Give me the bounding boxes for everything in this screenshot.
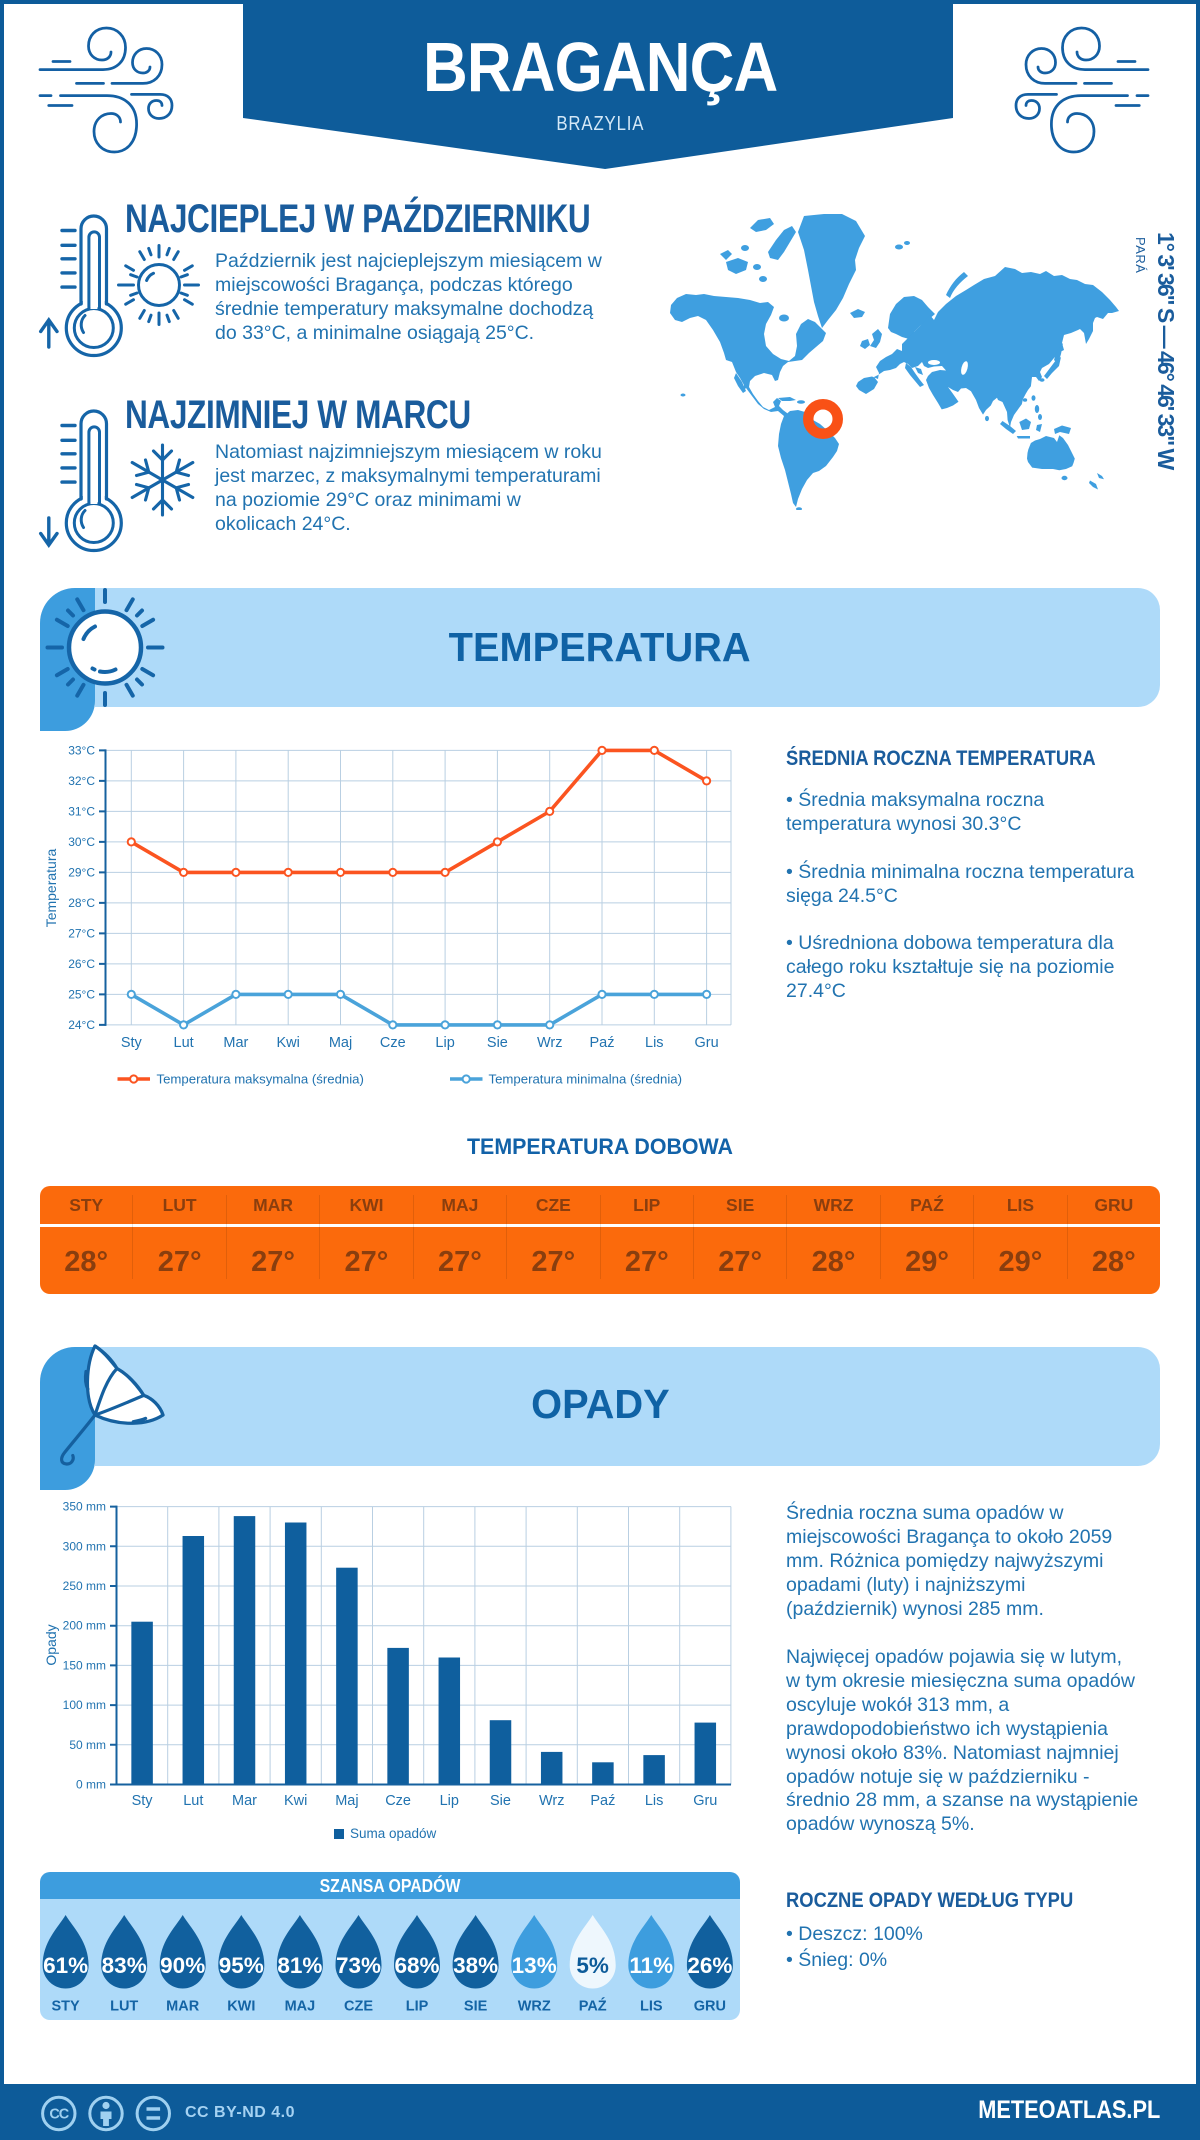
svg-text:Kwi: Kwi: [277, 1035, 300, 1051]
svg-text:Sty: Sty: [121, 1035, 143, 1051]
svg-text:PAŹ: PAŹ: [579, 1998, 607, 2015]
svg-text:30°C: 30°C: [68, 835, 95, 849]
svg-text:11%: 11%: [629, 1953, 673, 1978]
svg-text:LUT: LUT: [110, 1999, 138, 2015]
svg-text:Opady: Opady: [43, 1624, 59, 1665]
svg-text:25°C: 25°C: [68, 987, 95, 1001]
svg-text:Maj: Maj: [335, 1793, 358, 1809]
svg-text:83%: 83%: [102, 1953, 147, 1978]
svg-text:150 mm: 150 mm: [63, 1658, 106, 1672]
svg-text:Lip: Lip: [435, 1035, 454, 1051]
svg-text:5%: 5%: [576, 1953, 609, 1978]
svg-text:STY: STY: [51, 1999, 80, 2015]
svg-text:27°C: 27°C: [68, 926, 95, 940]
svg-text:MAR: MAR: [166, 1999, 200, 2015]
svg-text:Gru: Gru: [695, 1035, 719, 1051]
svg-text:200 mm: 200 mm: [63, 1619, 106, 1633]
svg-text:GRU: GRU: [694, 1999, 726, 2015]
svg-text:CZE: CZE: [344, 1999, 373, 2015]
svg-text:68%: 68%: [394, 1953, 439, 1978]
svg-text:Paź: Paź: [590, 1793, 615, 1809]
svg-text:Wrz: Wrz: [537, 1035, 563, 1051]
svg-text:32°C: 32°C: [68, 774, 95, 788]
svg-text:73%: 73%: [336, 1953, 381, 1978]
svg-text:13%: 13%: [512, 1953, 557, 1978]
svg-text:31°C: 31°C: [68, 804, 95, 818]
svg-text:Suma opadów: Suma opadów: [350, 1826, 437, 1841]
svg-text:Maj: Maj: [329, 1035, 352, 1051]
svg-text:Sie: Sie: [490, 1793, 511, 1809]
svg-text:50 mm: 50 mm: [69, 1738, 106, 1752]
svg-text:Wrz: Wrz: [539, 1793, 565, 1809]
svg-text:Lut: Lut: [174, 1035, 194, 1051]
svg-text:Lip: Lip: [440, 1793, 459, 1809]
svg-text:Mar: Mar: [223, 1035, 248, 1051]
svg-text:Temperatura maksymalna (średni: Temperatura maksymalna (średnia): [157, 1072, 364, 1087]
svg-text:Paź: Paź: [590, 1035, 615, 1051]
svg-text:Sty: Sty: [132, 1793, 154, 1809]
svg-text:300 mm: 300 mm: [63, 1539, 106, 1553]
svg-text:250 mm: 250 mm: [63, 1579, 106, 1593]
svg-text:29°C: 29°C: [68, 865, 95, 879]
svg-text:Gru: Gru: [693, 1793, 717, 1809]
svg-text:24°C: 24°C: [68, 1018, 95, 1032]
svg-text:LIP: LIP: [406, 1999, 429, 2015]
svg-text:Lis: Lis: [645, 1793, 664, 1809]
svg-text:26°C: 26°C: [68, 957, 95, 971]
svg-text:Lis: Lis: [645, 1035, 664, 1051]
svg-text:350 mm: 350 mm: [63, 1500, 106, 1514]
svg-text:90%: 90%: [160, 1953, 205, 1978]
svg-text:LIS: LIS: [640, 1999, 663, 2015]
svg-text:100 mm: 100 mm: [63, 1698, 106, 1712]
svg-text:81%: 81%: [277, 1953, 322, 1978]
svg-text:MAJ: MAJ: [285, 1999, 316, 2015]
svg-text:28°C: 28°C: [68, 896, 95, 910]
svg-text:Cze: Cze: [385, 1793, 411, 1809]
svg-text:38%: 38%: [453, 1953, 498, 1978]
svg-text:61%: 61%: [43, 1953, 88, 1978]
svg-text:Sie: Sie: [487, 1035, 508, 1051]
svg-text:Lut: Lut: [183, 1793, 203, 1809]
svg-text:Temperatura minimalna (średnia: Temperatura minimalna (średnia): [489, 1072, 683, 1087]
svg-text:Mar: Mar: [232, 1793, 257, 1809]
svg-text:95%: 95%: [219, 1953, 264, 1978]
svg-text:KWI: KWI: [227, 1999, 255, 2015]
svg-text:0 mm: 0 mm: [76, 1778, 106, 1792]
svg-text:33°C: 33°C: [68, 743, 95, 757]
svg-text:Cze: Cze: [380, 1035, 406, 1051]
svg-text:Kwi: Kwi: [284, 1793, 307, 1809]
svg-text:SIE: SIE: [464, 1999, 488, 2015]
svg-text:WRZ: WRZ: [518, 1999, 551, 2015]
svg-text:26%: 26%: [687, 1953, 732, 1978]
svg-text:Temperatura: Temperatura: [43, 848, 59, 927]
svg-text:CC: CC: [49, 2107, 69, 2123]
